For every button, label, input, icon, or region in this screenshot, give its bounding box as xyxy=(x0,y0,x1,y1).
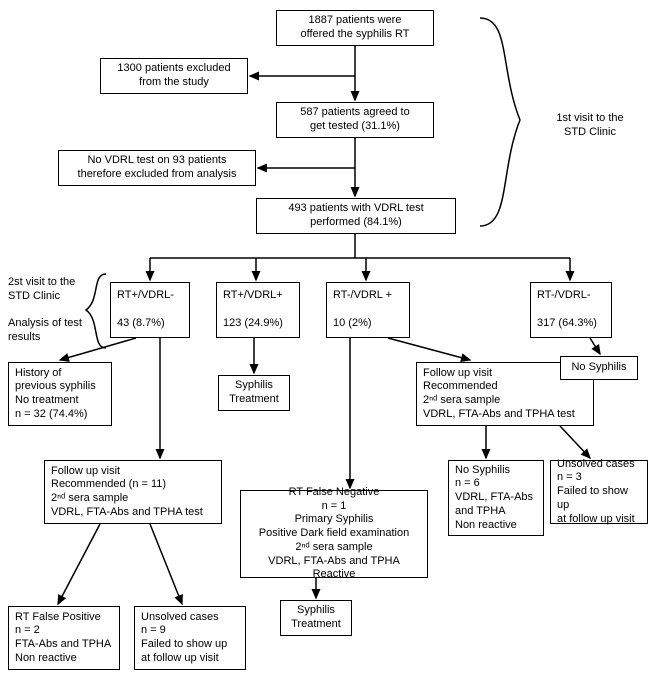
node-text: RT-/VDRL-317 (64.3%) xyxy=(537,289,597,330)
node-syphilis-treatment-2: SyphilisTreatment xyxy=(280,600,352,636)
node-text: 1887 patients wereoffered the syphilis R… xyxy=(300,14,409,42)
node-history: History ofprevious syphilisNo treatmentn… xyxy=(8,362,112,426)
node-text: RT+/VDRL-43 (8.7%) xyxy=(117,289,174,330)
node-text: No VDRL test on 93 patientstherefore exc… xyxy=(78,154,237,182)
node-text: RT False Positiven = 2FTA-Abs and TPHANo… xyxy=(15,611,111,666)
node-unsolved-2: Unsolved casesn = 9Failed to show upat f… xyxy=(134,606,246,670)
node-followup-2: Follow up visitRecommended (n = 11)2ⁿᵈ s… xyxy=(44,460,222,524)
node-syphilis-treatment-1: SyphilisTreatment xyxy=(218,375,290,411)
node-rtneg-vdrlneg: RT-/VDRL-317 (64.3%) xyxy=(530,282,612,338)
node-text: RT+/VDRL+123 (24.9%) xyxy=(223,289,283,330)
node-text: Unsolved casesn = 9Failed to show upat f… xyxy=(141,611,227,666)
node-rtneg-vdrlpos: RT-/VDRL +10 (2%) xyxy=(326,282,410,338)
node-no-syphilis-1: No Syphilis xyxy=(560,356,638,380)
node-false-positive: RT False Positiven = 2FTA-Abs and TPHANo… xyxy=(8,606,120,670)
node-text: No Syphilisn = 6VDRL, FTA-Absand TPHANon… xyxy=(455,464,533,533)
node-text: Unsolved casesn = 3Failed to show upat f… xyxy=(557,458,641,527)
node-rtpos-vdrlneg: RT+/VDRL-43 (8.7%) xyxy=(110,282,190,338)
node-agreed: 587 patients agreed toget tested (31.1%) xyxy=(276,102,434,138)
node-text: RT False Negativen = 1Primary SyphilisPo… xyxy=(247,486,421,582)
node-vdrl-performed: 493 patients with VDRL testperformed (84… xyxy=(256,198,456,234)
label-visit2: 2st visit to theSTD ClinicAnalysis of te… xyxy=(8,276,102,345)
node-text: SyphilisTreatment xyxy=(291,604,341,632)
label-text: 2st visit to theSTD ClinicAnalysis of te… xyxy=(8,276,82,343)
node-excluded-1300: 1300 patients excludedfrom the study xyxy=(100,58,248,94)
node-text: No Syphilis xyxy=(571,361,626,375)
node-rtpos-vdrlpos: RT+/VDRL+123 (24.9%) xyxy=(216,282,300,338)
node-text: 1300 patients excludedfrom the study xyxy=(117,62,230,90)
node-unsolved-1: Unsolved casesn = 3Failed to show upat f… xyxy=(550,460,648,524)
node-text: Follow up visitRecommended2ⁿᵈ sera sampl… xyxy=(423,367,575,422)
node-text: History ofprevious syphilisNo treatmentn… xyxy=(15,367,96,422)
node-text: RT-/VDRL +10 (2%) xyxy=(333,289,392,330)
label-text: 1st visit to theSTD Clinic xyxy=(556,112,623,138)
node-no-syphilis-2: No Syphilisn = 6VDRL, FTA-Absand TPHANon… xyxy=(448,460,544,536)
node-false-negative: RT False Negativen = 1Primary SyphilisPo… xyxy=(240,490,428,578)
node-text: Follow up visitRecommended (n = 11)2ⁿᵈ s… xyxy=(51,465,203,520)
label-visit1: 1st visit to theSTD Clinic xyxy=(540,112,640,140)
node-text: 493 patients with VDRL testperformed (84… xyxy=(288,202,423,230)
node-no-vdrl: No VDRL test on 93 patientstherefore exc… xyxy=(58,150,256,186)
node-text: 587 patients agreed toget tested (31.1%) xyxy=(300,106,409,134)
node-offered: 1887 patients wereoffered the syphilis R… xyxy=(276,10,434,46)
node-text: SyphilisTreatment xyxy=(229,379,279,407)
